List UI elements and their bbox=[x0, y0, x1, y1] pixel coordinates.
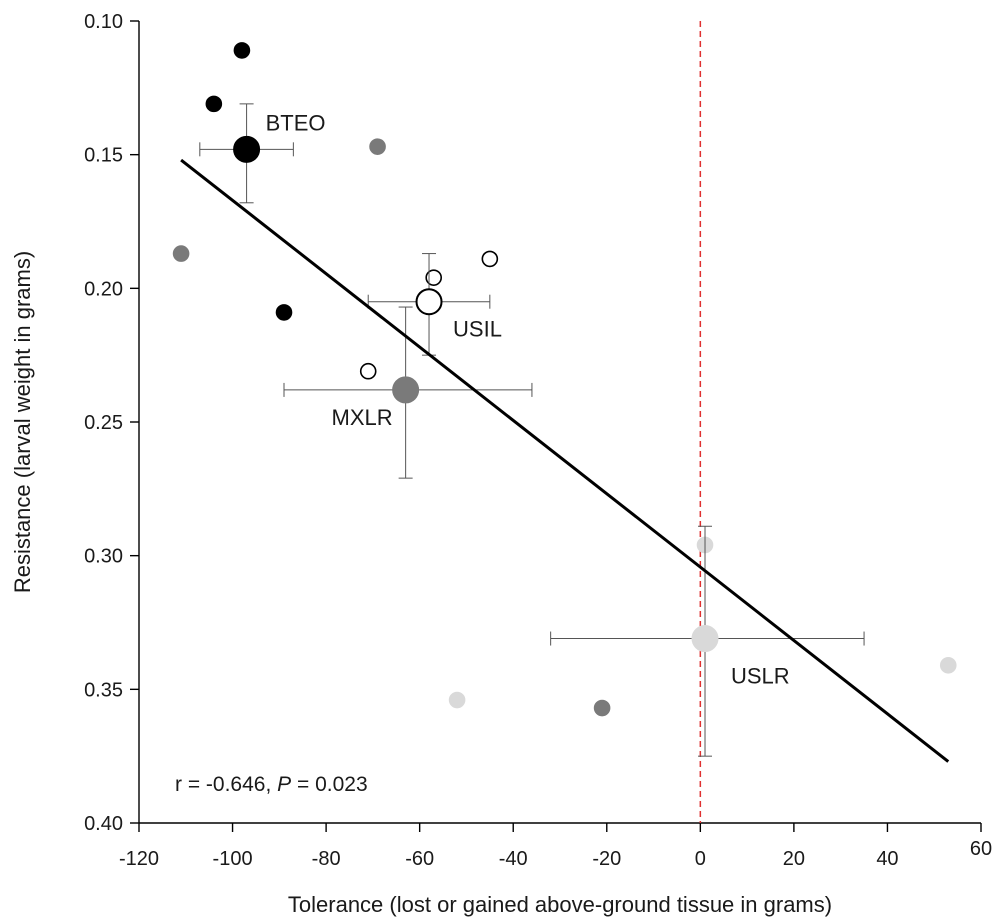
data-point-mxlr bbox=[172, 245, 190, 262]
x-tick-label: 40 bbox=[876, 848, 898, 870]
y-tick-label: 0.10 bbox=[84, 11, 123, 33]
annotation-prefix: r = -0.646, bbox=[175, 773, 277, 796]
group-mean-usil bbox=[415, 288, 443, 316]
group-mean-bteo bbox=[233, 135, 261, 163]
x-tick-label: -60 bbox=[405, 848, 434, 870]
x-tick-label: -100 bbox=[213, 848, 253, 870]
x-tick-label: -80 bbox=[312, 848, 341, 870]
y-tick-label: 0.15 bbox=[84, 145, 123, 167]
data-point-mxlr bbox=[593, 699, 611, 717]
data-point-uslr bbox=[448, 691, 466, 709]
y-tick-label: 0.20 bbox=[84, 278, 123, 300]
group-mean-mxlr bbox=[392, 376, 420, 404]
annotation-suffix: = 0.023 bbox=[291, 773, 367, 796]
data-point-usil bbox=[425, 269, 443, 286]
data-point-uslr bbox=[939, 656, 957, 674]
x-tick-label: 0 bbox=[695, 848, 706, 870]
group-label-bteo: BTEO bbox=[266, 110, 326, 135]
y-tick-label: 0.35 bbox=[84, 679, 123, 701]
regression-line bbox=[180, 158, 950, 763]
group-label-usil: USIL bbox=[453, 317, 502, 342]
annotation-p-symbol: P bbox=[277, 773, 291, 796]
correlation-annotation: r = -0.646, P = 0.023 bbox=[175, 773, 368, 796]
y-tick-label: 0.30 bbox=[84, 546, 123, 568]
y-tick-label: 0.25 bbox=[84, 412, 123, 434]
data-point-bteo bbox=[205, 95, 223, 113]
x-tick-label: 60 bbox=[970, 838, 992, 860]
x-axis-title: Tolerance (lost or gained above-ground t… bbox=[288, 892, 832, 917]
plot-layer: 0.10 0.15 0.20 0.25 0.30 0.35 0.40 -120 -100 -80 -… bbox=[84, 11, 992, 870]
group-label-uslr: USLR bbox=[731, 664, 790, 689]
y-axis-title: Resistance (larval weight in grams) bbox=[10, 251, 35, 593]
x-tick-label: -40 bbox=[499, 848, 528, 870]
group-mean-uslr bbox=[691, 625, 719, 653]
group-label-mxlr: MXLR bbox=[332, 405, 393, 430]
data-point-usil bbox=[481, 250, 499, 268]
x-tick-label: -120 bbox=[119, 848, 159, 870]
data-point-bteo bbox=[233, 42, 251, 59]
x-tick-label: 20 bbox=[783, 848, 805, 870]
data-point-usil bbox=[359, 362, 377, 380]
data-point-mxlr bbox=[369, 138, 386, 155]
y-tick-label: 0.40 bbox=[84, 813, 123, 835]
x-tick-label: -20 bbox=[592, 848, 621, 870]
data-point-bteo bbox=[275, 304, 293, 321]
